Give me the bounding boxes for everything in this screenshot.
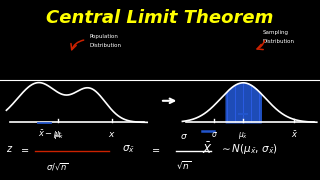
Text: $\mu_{\bar{x}}$: $\mu_{\bar{x}}$ — [238, 130, 248, 141]
Text: $=$: $=$ — [150, 144, 162, 154]
Text: Distribution: Distribution — [262, 39, 294, 44]
Text: $\sigma/\sqrt{n}$: $\sigma/\sqrt{n}$ — [46, 162, 69, 173]
Text: $\bar{x}$: $\bar{x}$ — [291, 130, 298, 140]
Text: $=$: $=$ — [19, 144, 30, 154]
Text: $\sqrt{n}$: $\sqrt{n}$ — [176, 160, 192, 171]
Text: $\bar{x} - \mu_{\bar{x}}$: $\bar{x} - \mu_{\bar{x}}$ — [38, 129, 65, 141]
Text: $\sigma$: $\sigma$ — [211, 130, 218, 139]
Text: $\sigma$: $\sigma$ — [180, 132, 188, 141]
Text: Central Limit Theorem: Central Limit Theorem — [46, 9, 274, 27]
Text: Population: Population — [90, 33, 118, 39]
Text: Distribution: Distribution — [90, 42, 122, 48]
Text: Sampling: Sampling — [262, 30, 288, 35]
Text: $z$: $z$ — [6, 144, 14, 154]
Text: $x$: $x$ — [108, 130, 116, 139]
Text: $\bar{X}$: $\bar{X}$ — [202, 142, 212, 157]
Text: $\mu$: $\mu$ — [54, 130, 61, 141]
Text: $\sim N\left(\mu_{\bar{x}},\,\sigma_{\bar{x}}\right)$: $\sim N\left(\mu_{\bar{x}},\,\sigma_{\ba… — [219, 142, 278, 156]
Text: $\sigma_{\bar{x}}$: $\sigma_{\bar{x}}$ — [122, 143, 134, 155]
